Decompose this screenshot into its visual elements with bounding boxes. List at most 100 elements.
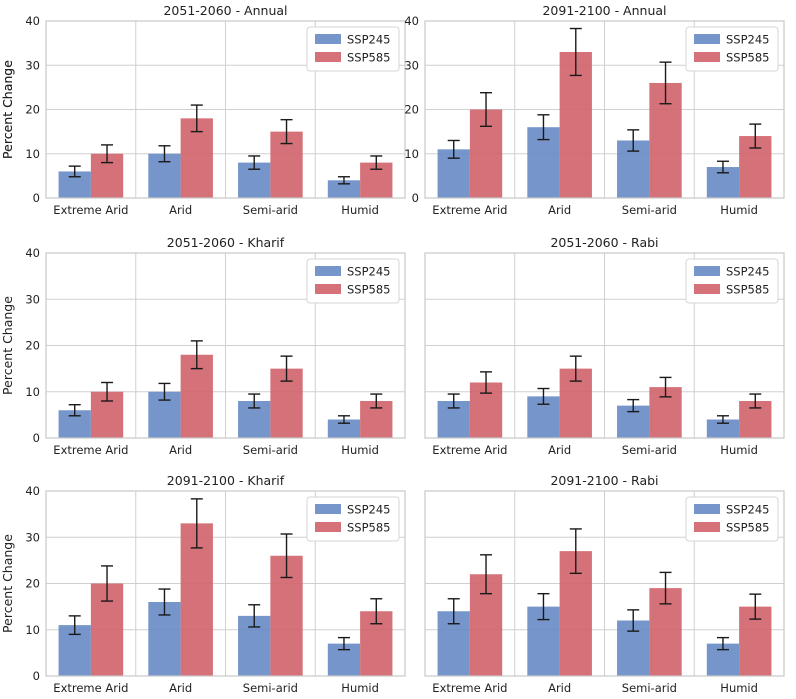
legend: SSP245 SSP585 (685, 258, 779, 304)
y-axis-label: Percent Change (0, 534, 15, 633)
legend-swatch-ssp245 (315, 266, 341, 276)
chart-panel-5: 2091-2100 - Kharif 0 10 20 30 40 Extreme Arid A… (0, 473, 406, 695)
chart-panel-1: 2051-2060 - Annual 0 10 20 30 40 Extreme Arid A… (0, 3, 406, 217)
chart-panel-6: 2091-2100 - Rabi Extreme Arid Arid Semi-ari… (424, 473, 785, 695)
legend-label-ssp245: SSP245 (347, 33, 390, 47)
x-tick-label: Extreme Arid (53, 443, 128, 457)
chart-title: 2051-2060 - Rabi (550, 235, 658, 250)
x-tick-label: Arid (169, 443, 192, 457)
x-tick-label: Extreme Arid (53, 681, 128, 695)
legend-label-ssp245: SSP245 (726, 265, 769, 279)
bar-ssp245-humid (327, 419, 361, 438)
plot-frame (45, 20, 406, 199)
legend: SSP245 SSP585 (306, 258, 400, 304)
legend-label-ssp585: SSP585 (726, 521, 769, 535)
x-tick-label: Humid (341, 203, 379, 217)
x-tick-label: Arid (548, 443, 571, 457)
plot-frame (424, 490, 785, 677)
legend-swatch-ssp245 (315, 34, 341, 44)
y-tick-label: 40 (404, 14, 419, 28)
x-tick-label: Semi-arid (622, 443, 677, 457)
bar-ssp585-arid (559, 51, 592, 198)
y-tick-label: 20 (404, 103, 419, 117)
legend: SSP245 SSP585 (306, 496, 400, 542)
plot-frame (424, 20, 785, 199)
x-tick-label: Arid (548, 681, 571, 695)
x-tick-label: Extreme Arid (53, 203, 128, 217)
chart-title: 2091-2100 - Kharif (167, 473, 285, 488)
x-tick-label: Humid (720, 203, 758, 217)
x-tick-label: Arid (548, 203, 571, 217)
y-tick-label: 30 (25, 292, 40, 306)
y-tick-label: 30 (25, 530, 40, 544)
chart-title: 2091-2100 - Annual (542, 3, 666, 18)
legend-swatch-ssp245 (694, 34, 720, 44)
legend-label-ssp585: SSP585 (726, 283, 769, 297)
legend-label-ssp585: SSP585 (726, 51, 769, 65)
x-tick-label: Extreme Arid (432, 443, 507, 457)
plot-frame (45, 252, 406, 439)
x-tick-label: Semi-arid (243, 443, 298, 457)
y-tick-label: 40 (25, 246, 40, 260)
y-axis-label: Percent Change (0, 60, 15, 159)
y-tick-label: 30 (25, 58, 40, 72)
legend-label-ssp585: SSP585 (347, 51, 390, 65)
legend-label-ssp585: SSP585 (347, 283, 390, 297)
y-tick-label: 0 (33, 669, 40, 683)
y-tick-label: 20 (25, 577, 40, 591)
legend: SSP245 SSP585 (685, 26, 779, 72)
y-tick-label: 0 (412, 191, 419, 205)
legend-label-ssp245: SSP245 (726, 503, 769, 517)
legend-swatch-ssp585 (694, 522, 720, 532)
y-tick-label: 30 (404, 58, 419, 72)
legend-swatch-ssp585 (315, 522, 341, 532)
x-tick-label: Semi-arid (243, 681, 298, 695)
x-tick-label: Semi-arid (622, 681, 677, 695)
plot-frame (45, 490, 406, 677)
legend-swatch-ssp585 (694, 284, 720, 294)
x-tick-label: Semi-arid (243, 203, 298, 217)
y-axis-label: Percent Change (0, 296, 15, 395)
plot-frame (424, 252, 785, 439)
y-tick-label: 20 (25, 339, 40, 353)
chart-title: 2051-2060 - Kharif (167, 235, 285, 250)
y-axis-label: Percent Change (0, 60, 15, 159)
y-tick-label: 0 (33, 191, 40, 205)
y-tick-label: 40 (25, 14, 40, 28)
x-tick-label: Extreme Arid (432, 203, 507, 217)
bar-ssp585-arid (180, 523, 213, 676)
y-tick-label: 0 (33, 431, 40, 445)
x-tick-label: Humid (720, 681, 758, 695)
legend-label-ssp245: SSP245 (347, 265, 390, 279)
chart-panel-4: 2051-2060 - Rabi Extreme Arid Arid Semi-ari… (424, 235, 785, 457)
chart-title: 2051-2060 - Annual (163, 3, 287, 18)
legend-label-ssp245: SSP245 (726, 33, 769, 47)
y-tick-label: 10 (25, 147, 40, 161)
x-tick-label: Semi-arid (622, 203, 677, 217)
legend-label-ssp245: SSP245 (347, 503, 390, 517)
chart-panel-3: 2051-2060 - Kharif 0 10 20 30 40 Extreme Arid A… (0, 235, 406, 457)
y-tick-label: 10 (404, 147, 419, 161)
x-tick-label: Arid (169, 203, 192, 217)
legend-swatch-ssp245 (315, 504, 341, 514)
x-tick-label: Humid (341, 443, 379, 457)
x-tick-label: Arid (169, 681, 192, 695)
legend-swatch-ssp585 (315, 52, 341, 62)
y-tick-label: 10 (25, 623, 40, 637)
y-tick-label: 40 (25, 484, 40, 498)
legend-label-ssp585: SSP585 (347, 521, 390, 535)
legend: SSP245 SSP585 (306, 26, 400, 72)
y-tick-label: 20 (25, 103, 40, 117)
y-tick-label: 10 (25, 385, 40, 399)
legend: SSP245 SSP585 (685, 496, 779, 542)
legend-swatch-ssp245 (694, 504, 720, 514)
legend-swatch-ssp585 (694, 52, 720, 62)
chart-title: 2091-2100 - Rabi (550, 473, 658, 488)
legend-swatch-ssp585 (315, 284, 341, 294)
x-tick-label: Humid (341, 681, 379, 695)
bar-ssp245-humid (327, 180, 361, 198)
chart-panel-2: 2091-2100 - Annual 0 10 20 30 40 Extreme Arid A… (0, 3, 785, 217)
legend-swatch-ssp245 (694, 266, 720, 276)
x-tick-label: Extreme Arid (432, 681, 507, 695)
